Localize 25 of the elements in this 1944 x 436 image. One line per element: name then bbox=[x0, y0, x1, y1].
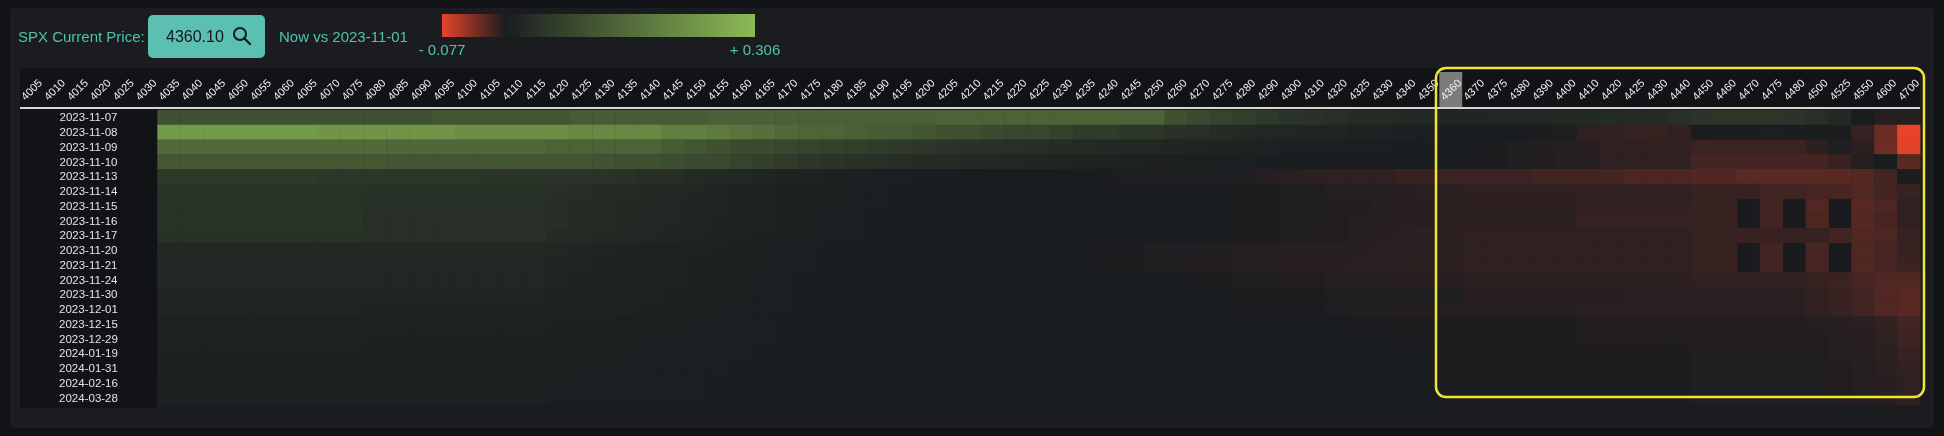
y-tick-label: 2023-11-15 bbox=[59, 199, 118, 212]
y-tick-label: 2023-12-15 bbox=[59, 317, 118, 330]
y-tick-label: 2023-11-14 bbox=[59, 185, 119, 198]
y-tick-label: 2023-12-29 bbox=[59, 332, 118, 345]
color-bar-label: + 0.306 bbox=[729, 41, 781, 58]
y-tick-label: 2024-03-28 bbox=[59, 391, 118, 404]
y-tick-label: 2023-12-01 bbox=[59, 303, 118, 316]
chart-title: SPX Current Price: bbox=[18, 28, 145, 45]
text: 4360.10 bbox=[166, 28, 224, 45]
color-bar-label: - 0.077 bbox=[418, 41, 466, 58]
y-tick-label: 2023-11-09 bbox=[59, 140, 118, 153]
y-tick-label: 2023-11-07 bbox=[59, 111, 118, 124]
y-tick-label: 2023-11-21 bbox=[59, 258, 118, 271]
y-tick-label: 2023-11-30 bbox=[59, 288, 118, 301]
y-tick-label: 2023-11-16 bbox=[59, 214, 118, 227]
y-tick-label: 2023-11-24 bbox=[59, 273, 119, 286]
y-tick-label: 2023-11-08 bbox=[59, 126, 118, 139]
y-tick-label: 2024-01-31 bbox=[59, 362, 118, 375]
y-tick-label: 2024-02-16 bbox=[59, 376, 118, 389]
y-tick-label: 2023-11-10 bbox=[59, 155, 118, 168]
y-tick-label: 2024-01-19 bbox=[59, 347, 118, 360]
chart-subtitle: Now vs 2023-11-01 bbox=[279, 28, 408, 45]
y-tick-label: 2023-11-17 bbox=[59, 229, 118, 242]
y-tick-label: 2023-11-20 bbox=[59, 244, 118, 257]
y-tick-label: 2023-11-13 bbox=[59, 170, 118, 183]
